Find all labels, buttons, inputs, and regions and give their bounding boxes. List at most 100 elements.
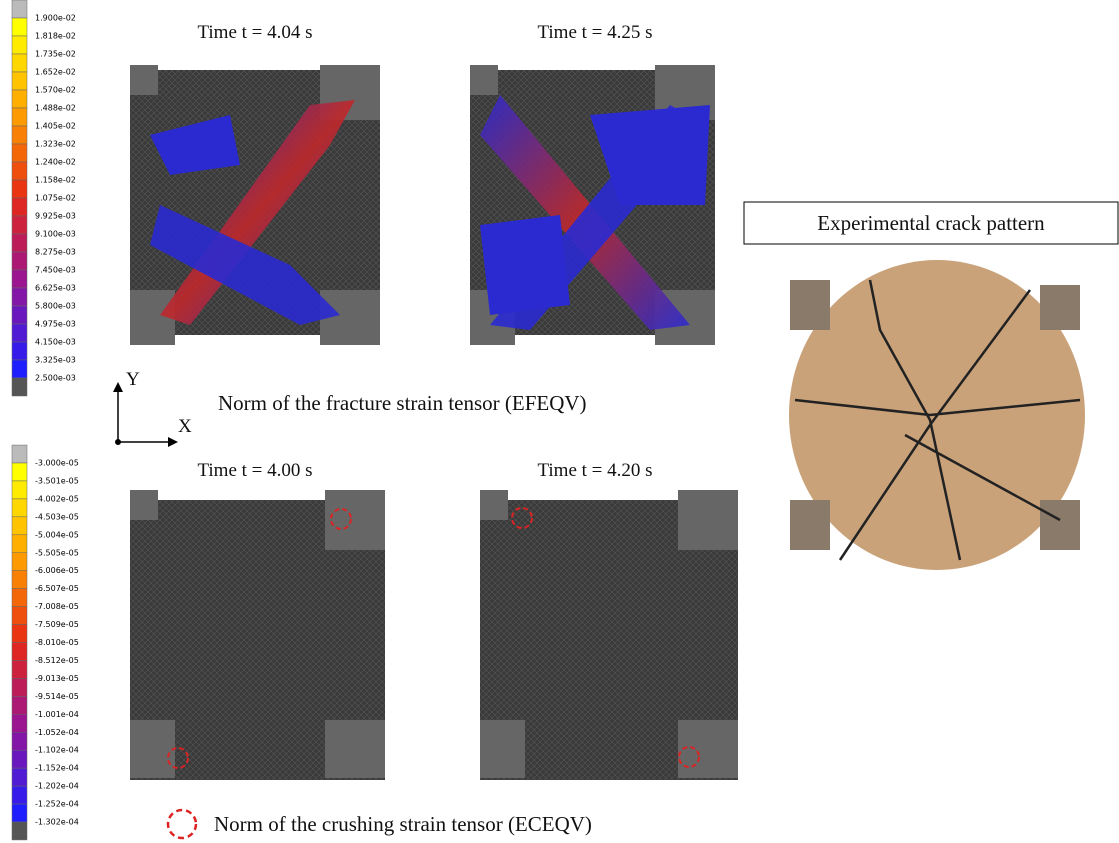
panel-time: Time t = 4.04 s xyxy=(197,22,312,43)
colorbar-segment xyxy=(12,288,27,306)
colorbar-segment xyxy=(12,36,27,54)
colorbar-segment xyxy=(12,714,27,732)
colorbar-segment xyxy=(12,144,27,162)
fracture-panel xyxy=(470,65,715,345)
colorbar-cap xyxy=(12,445,27,463)
colorbar-label: 1.405e-02 xyxy=(35,122,76,131)
colorbar-label: -1.052e-04 xyxy=(35,728,79,737)
legend-icon xyxy=(168,810,196,838)
colorbar-label: -1.001e-04 xyxy=(35,710,79,719)
colorbar-label: 6.625e-03 xyxy=(35,284,76,293)
crushing-panel xyxy=(480,490,738,780)
colorbar-segment xyxy=(12,786,27,804)
colorbar-label: 4.975e-03 xyxy=(35,320,76,329)
colorbar-segment xyxy=(12,126,27,144)
page: {"fracture_colorbar": {"labels": ["1.900… xyxy=(0,0,1119,843)
colorbar-segment xyxy=(12,696,27,714)
colorbar-cap xyxy=(12,0,27,18)
colorbar-label: 3.325e-03 xyxy=(35,356,76,365)
colorbar-segment xyxy=(12,162,27,180)
colorbar-segment xyxy=(12,499,27,517)
colorbar-label: 1.158e-02 xyxy=(35,176,76,185)
colorbar-label: -1.102e-04 xyxy=(35,746,79,755)
colorbar-label: 8.275e-03 xyxy=(35,248,76,257)
colorbar-segment xyxy=(12,324,27,342)
colorbar-label: -9.013e-05 xyxy=(35,674,79,683)
colorbar-segment xyxy=(12,535,27,553)
axis-label: X xyxy=(178,416,192,437)
colorbar-segment xyxy=(12,360,27,378)
caption: Norm of the crushing strain tensor (ECEQ… xyxy=(214,812,592,836)
colorbar-label: -3.501e-05 xyxy=(35,476,79,485)
colorbar-label: -1.302e-04 xyxy=(35,818,79,827)
panel-time: Time t = 4.00 s xyxy=(197,460,312,481)
colorbar-segment xyxy=(12,625,27,643)
colorbar-label: -1.252e-04 xyxy=(35,800,79,809)
colorbar-label: -1.152e-04 xyxy=(35,764,79,773)
colorbar-segment xyxy=(12,804,27,822)
colorbar-segment xyxy=(12,342,27,360)
colorbar-segment xyxy=(12,768,27,786)
colorbar-label: 1.570e-02 xyxy=(35,86,76,95)
colorbar-label: -3.000e-05 xyxy=(35,459,79,468)
colorbar-label: 1.323e-02 xyxy=(35,140,76,149)
colorbar-label: -1.202e-04 xyxy=(35,782,79,791)
colorbar-segment xyxy=(12,553,27,571)
panel-time: Time t = 4.20 s xyxy=(537,460,652,481)
colorbar-segment xyxy=(12,750,27,768)
colorbar-segment xyxy=(12,517,27,535)
colorbar-label: -9.514e-05 xyxy=(35,692,79,701)
fracture-panel xyxy=(130,65,380,345)
colorbar-cap xyxy=(12,378,27,396)
colorbar-label: 7.450e-03 xyxy=(35,266,76,275)
caption: Norm of the fracture strain tensor (EFEQ… xyxy=(218,391,587,415)
colorbar-label: 5.800e-03 xyxy=(35,302,76,311)
colorbar-segment xyxy=(12,108,27,126)
colorbar-segment xyxy=(12,72,27,90)
colorbar-segment xyxy=(12,216,27,234)
axes-symbol: Y X xyxy=(113,369,192,447)
colorbar-label: 9.925e-03 xyxy=(35,212,76,221)
colorbar-segment xyxy=(12,18,27,36)
experiment-label: Experimental crack pattern xyxy=(817,211,1045,235)
colorbar-label: -5.505e-05 xyxy=(35,548,79,557)
colorbar-segment xyxy=(12,607,27,625)
colorbar-label: 1.240e-02 xyxy=(35,158,76,167)
colorbar-label: 1.900e-02 xyxy=(35,14,76,23)
colorbar-segment xyxy=(12,732,27,750)
colorbar-label: -7.008e-05 xyxy=(35,602,79,611)
colorbar-label: -8.010e-05 xyxy=(35,638,79,647)
colorbar-label: 1.735e-02 xyxy=(35,50,76,59)
colorbar-segment xyxy=(12,589,27,607)
colorbar-segment xyxy=(12,252,27,270)
colorbar-segment xyxy=(12,660,27,678)
colorbar-label: -6.006e-05 xyxy=(35,566,79,575)
colorbar-label: 1.488e-02 xyxy=(35,104,76,113)
colorbar-label: -5.004e-05 xyxy=(35,530,79,539)
axis-label: Y xyxy=(126,369,140,390)
colorbar-segment xyxy=(12,571,27,589)
colorbar-label: -6.507e-05 xyxy=(35,584,79,593)
colorbar-segment xyxy=(12,90,27,108)
colorbar-segment xyxy=(12,463,27,481)
colorbar-segment xyxy=(12,234,27,252)
colorbar-segment xyxy=(12,180,27,198)
colorbar-label: 1.818e-02 xyxy=(35,32,76,41)
colorbar-segment xyxy=(12,643,27,661)
colorbar-segment xyxy=(12,678,27,696)
colorbar-label: -8.512e-05 xyxy=(35,656,79,665)
colorbar-label: -4.002e-05 xyxy=(35,494,79,503)
crack-photo xyxy=(789,260,1085,570)
colorbar-label: -7.509e-05 xyxy=(35,620,79,629)
colorbar-label: 1.075e-02 xyxy=(35,194,76,203)
crushing-panel xyxy=(130,490,385,780)
figure: Y X Time t = 4.04 s Time t = 4.25 s Norm xyxy=(0,0,1119,843)
colorbar-segment xyxy=(12,54,27,72)
panel-time: Time t = 4.25 s xyxy=(537,22,652,43)
colorbar-label: 1.652e-02 xyxy=(35,68,76,77)
colorbar-label: 2.500e-03 xyxy=(35,374,76,383)
colorbar-cap xyxy=(12,822,27,840)
colorbar-segment xyxy=(12,198,27,216)
colorbar-label: 9.100e-03 xyxy=(35,230,76,239)
colorbar-segment xyxy=(12,481,27,499)
